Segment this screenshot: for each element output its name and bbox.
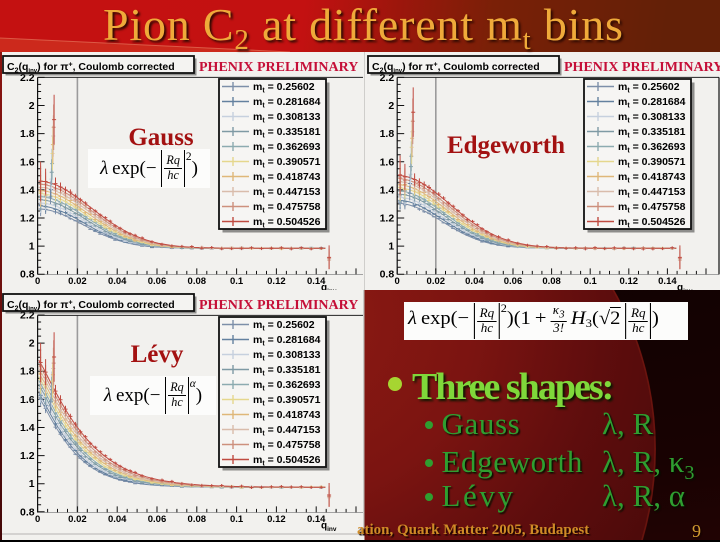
svg-text:1.8: 1.8 — [379, 128, 394, 140]
svg-text:0.06: 0.06 — [148, 276, 167, 287]
svg-text:0.8: 0.8 — [379, 269, 394, 281]
svg-text:2: 2 — [29, 100, 35, 112]
svg-text:mt = 0.25602: mt = 0.25602 — [253, 81, 315, 95]
svg-text:0.14: 0.14 — [658, 276, 677, 287]
svg-text:0.12: 0.12 — [267, 276, 286, 287]
svg-text:0.1: 0.1 — [230, 514, 244, 525]
svg-text:0.08: 0.08 — [542, 276, 561, 287]
svg-text:0.12: 0.12 — [267, 514, 286, 525]
svg-text:1.4: 1.4 — [379, 184, 394, 196]
svg-text:2: 2 — [388, 100, 394, 112]
svg-text:Edgeworth: Edgeworth — [446, 132, 564, 159]
svg-text:0.08: 0.08 — [188, 514, 207, 525]
svg-text:1.8: 1.8 — [20, 366, 35, 378]
svg-text:2: 2 — [29, 338, 35, 350]
svg-text:0.8: 0.8 — [20, 269, 35, 281]
svg-text:0.12: 0.12 — [619, 276, 638, 287]
svg-text:1.6: 1.6 — [379, 156, 394, 168]
svg-text:0.1: 0.1 — [230, 276, 244, 287]
svg-text:1: 1 — [388, 241, 394, 253]
svg-text:1.2: 1.2 — [20, 213, 35, 225]
svg-text:0.06: 0.06 — [503, 276, 522, 287]
svg-text:0.02: 0.02 — [68, 276, 87, 287]
svg-text:0.04: 0.04 — [108, 514, 127, 525]
svg-text:mt = 0.25602: mt = 0.25602 — [618, 81, 680, 95]
svg-text:0: 0 — [35, 514, 40, 525]
svg-text:0: 0 — [394, 276, 399, 287]
svg-text:0.08: 0.08 — [188, 276, 207, 287]
svg-text:1.4: 1.4 — [20, 422, 35, 434]
svg-text:0.1: 0.1 — [583, 276, 597, 287]
svg-text:1.6: 1.6 — [20, 394, 35, 406]
svg-text:Gauss: Gauss — [128, 124, 194, 151]
svg-text:PHENIX PRELIMINARY: PHENIX PRELIMINARY — [564, 60, 720, 75]
svg-text:1.8: 1.8 — [20, 128, 35, 140]
svg-text:1.2: 1.2 — [20, 450, 35, 462]
svg-text:Lévy: Lévy — [131, 341, 184, 368]
svg-text:0.04: 0.04 — [108, 276, 127, 287]
svg-text:1: 1 — [29, 241, 35, 253]
svg-text:0.8: 0.8 — [20, 506, 35, 518]
svg-text:0: 0 — [35, 276, 40, 287]
svg-text:1.4: 1.4 — [20, 184, 35, 196]
svg-text:PHENIX PRELIMINARY: PHENIX PRELIMINARY — [199, 60, 358, 75]
svg-text:mt = 0.25602: mt = 0.25602 — [253, 319, 315, 333]
svg-text:PHENIX PRELIMINARY: PHENIX PRELIMINARY — [199, 298, 358, 313]
svg-text:0.02: 0.02 — [426, 276, 445, 287]
svg-text:0.02: 0.02 — [68, 514, 87, 525]
svg-text:1: 1 — [29, 478, 35, 490]
svg-text:1.6: 1.6 — [20, 156, 35, 168]
svg-text:0.04: 0.04 — [465, 276, 484, 287]
svg-text:1.2: 1.2 — [379, 213, 394, 225]
svg-text:0.06: 0.06 — [148, 514, 167, 525]
